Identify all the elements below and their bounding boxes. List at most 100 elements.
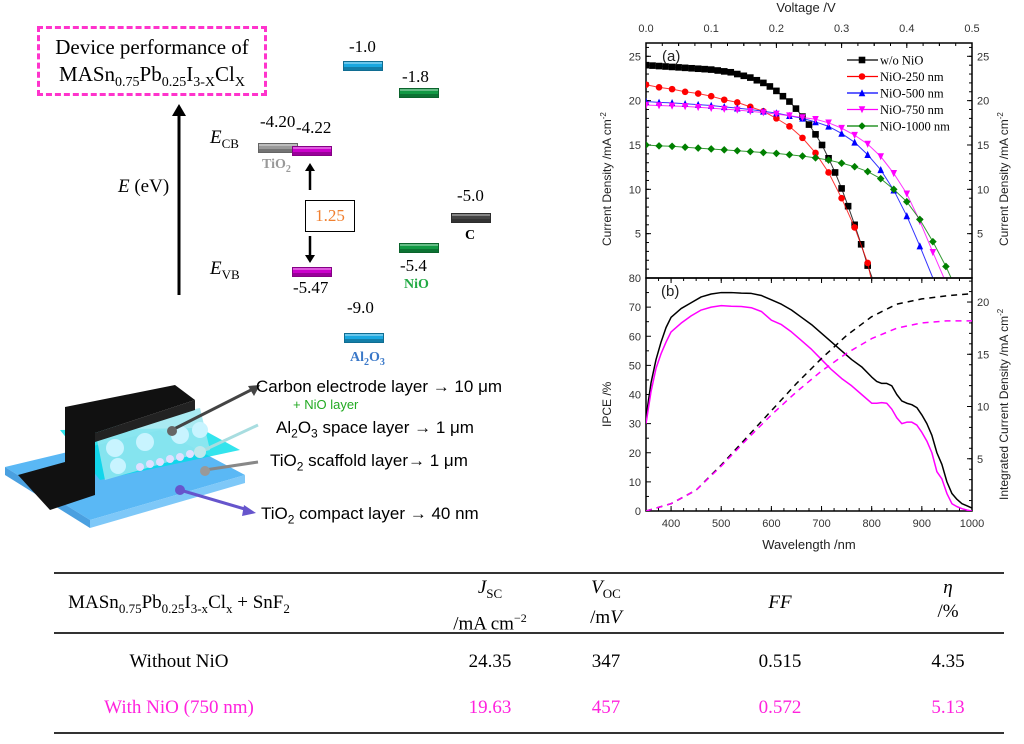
y-tick-label: 15 bbox=[629, 140, 641, 152]
marker-triangle-down bbox=[720, 105, 728, 113]
row-ff: 0.572 bbox=[758, 697, 802, 718]
up-arrow-icon bbox=[305, 163, 315, 190]
ipce-ylabel: IPCE /% bbox=[600, 381, 614, 427]
marker-circle bbox=[655, 84, 663, 91]
marker-triangle-down bbox=[851, 131, 858, 140]
marker-circle bbox=[668, 85, 676, 93]
y-tick-label-right: 20 bbox=[977, 96, 989, 108]
marker-diamond bbox=[720, 146, 729, 154]
marker-diamond bbox=[646, 141, 650, 149]
marker-diamond bbox=[863, 167, 872, 176]
al2o3-label: Al2O3 bbox=[350, 350, 385, 368]
carbon-level bbox=[451, 213, 491, 223]
y-tick-label-right: 15 bbox=[977, 349, 989, 361]
perovskite-cb-value: -4.22 bbox=[296, 118, 332, 137]
marker-square bbox=[786, 98, 793, 105]
marker-circle bbox=[694, 90, 702, 97]
series-line-ipce-w-o-nio bbox=[646, 291, 972, 509]
marker-square bbox=[818, 141, 826, 149]
y-tick-label: 25 bbox=[629, 51, 641, 63]
jv-legend: w/o NiO NiO-250 nm NiO-500 nm NiO-750 nm NiO… bbox=[847, 54, 950, 134]
marker-diamond bbox=[681, 143, 689, 151]
marker-square bbox=[753, 76, 761, 84]
marker-square bbox=[766, 83, 774, 90]
nio-vb-value: -5.4 bbox=[400, 256, 427, 275]
al2o3-cb-level bbox=[343, 61, 383, 71]
legend-label: NiO-250 nm bbox=[880, 70, 944, 84]
marker-diamond bbox=[668, 142, 676, 151]
table-header-voc: VOC/mV bbox=[590, 577, 622, 628]
marker-triangle-down bbox=[760, 109, 767, 117]
marker-square bbox=[858, 56, 866, 64]
marker-square bbox=[792, 105, 800, 112]
marker-square bbox=[760, 79, 767, 87]
series-line-integrated-j-w-o-nio bbox=[646, 292, 972, 511]
carbon-contact bbox=[18, 462, 95, 510]
marker-square bbox=[707, 66, 715, 73]
x-tick-label: 0.4 bbox=[899, 23, 914, 35]
energy-axis-label: E (eV) bbox=[118, 176, 170, 197]
y-tick-label-right: 15 bbox=[977, 140, 989, 152]
carbon-value: -5.0 bbox=[457, 186, 484, 205]
x-tick-label: 400 bbox=[662, 518, 680, 530]
marker-square bbox=[747, 74, 754, 81]
marker-triangle-down bbox=[799, 114, 806, 122]
jv-ylabel: Current Density /mA cm-2 bbox=[599, 112, 614, 246]
y-tick-label: 60 bbox=[629, 331, 641, 343]
marker-triangle-down bbox=[655, 102, 663, 110]
al2o3-cb-value: -1.0 bbox=[349, 37, 376, 56]
marker-diamond bbox=[916, 215, 924, 224]
marker-triangle-up bbox=[877, 166, 885, 174]
x-tick-label: 0.2 bbox=[769, 23, 784, 35]
marker-triangle-up bbox=[864, 150, 871, 159]
table-top-rule bbox=[54, 572, 1004, 574]
x-tick-label: 600 bbox=[762, 518, 780, 530]
y-tick-label: 20 bbox=[629, 96, 641, 108]
y-tick-label: 0 bbox=[635, 506, 641, 518]
legend-label: NiO-500 nm bbox=[880, 87, 944, 101]
table-header-ff: FF bbox=[768, 592, 792, 613]
ipce-panel-label: (b) bbox=[661, 283, 679, 300]
marker-diamond bbox=[785, 150, 794, 159]
marker-diamond bbox=[694, 144, 702, 152]
marker-triangle-up bbox=[851, 138, 858, 146]
y-tick-label: 20 bbox=[629, 448, 641, 460]
y-tick-label-right: 10 bbox=[977, 402, 989, 414]
marker-square bbox=[740, 72, 748, 80]
marker-square bbox=[733, 70, 741, 78]
y-tick-label: 10 bbox=[629, 184, 641, 196]
y-tick-label-right: 5 bbox=[977, 229, 983, 241]
marker-diamond bbox=[837, 159, 846, 167]
y-tick-label: 70 bbox=[629, 302, 641, 314]
marker-square bbox=[662, 63, 669, 70]
marker-circle bbox=[864, 259, 871, 267]
legend-label: w/o NiO bbox=[880, 54, 923, 68]
marker-square bbox=[831, 169, 839, 176]
marker-square bbox=[773, 87, 780, 95]
x-tick-label: 1000 bbox=[960, 518, 984, 530]
y-tick-label-right: 10 bbox=[977, 184, 989, 196]
marker-diamond bbox=[798, 152, 807, 160]
y-tick-label-right: 20 bbox=[977, 297, 989, 309]
y-tick-label: 80 bbox=[629, 273, 641, 285]
x-tick-label: 0.5 bbox=[964, 23, 979, 35]
table-header-jsc: JSC/mA cm−2 bbox=[453, 577, 527, 635]
marker-diamond bbox=[733, 146, 742, 155]
row-label: Without NiO bbox=[129, 651, 229, 672]
marker-diamond bbox=[772, 149, 781, 158]
marker-circle bbox=[786, 123, 793, 130]
carbon-label: C bbox=[465, 228, 476, 243]
row-jsc: 19.63 bbox=[468, 697, 512, 718]
evb-label: EVB bbox=[210, 258, 240, 282]
row-eta: 4.35 bbox=[931, 651, 965, 672]
energy-axis-arrow bbox=[172, 104, 186, 295]
jv-panel-label: (a) bbox=[662, 48, 680, 65]
marker-circle bbox=[825, 169, 832, 176]
row-voc: 457 bbox=[591, 697, 621, 718]
marker-circle bbox=[707, 92, 715, 100]
marker-circle bbox=[838, 194, 845, 202]
x-tick-label: 0.1 bbox=[704, 23, 719, 35]
marker-square bbox=[649, 62, 656, 69]
legend-label: NiO-750 nm bbox=[880, 103, 944, 117]
row-ff: 0.515 bbox=[758, 651, 802, 672]
